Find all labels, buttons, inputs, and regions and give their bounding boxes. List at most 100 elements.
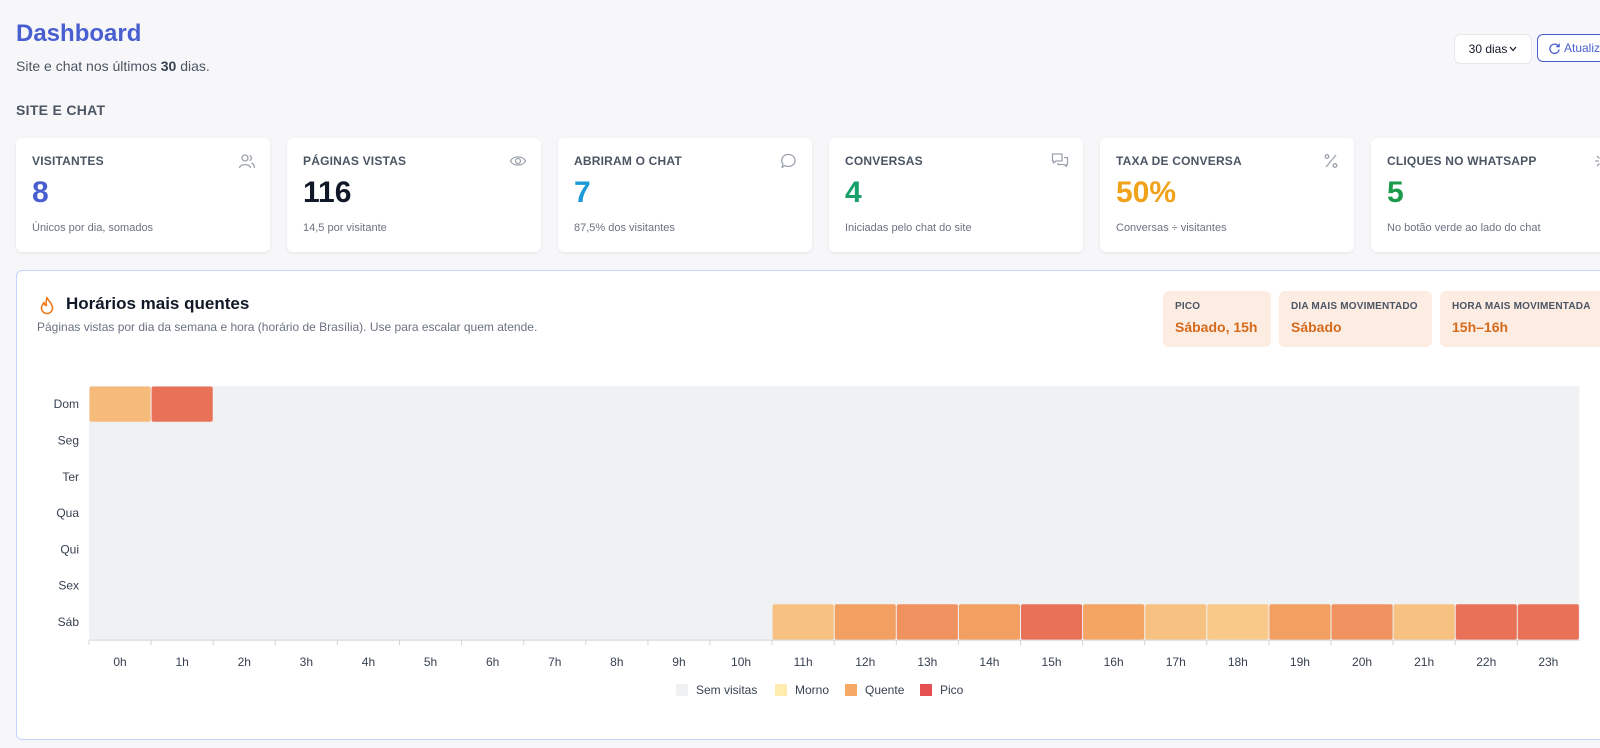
stat-label: DIA MAIS MOVIMENTADO bbox=[1291, 301, 1418, 312]
kpi-value: 4 bbox=[845, 176, 862, 209]
x-tick-label: 8h bbox=[610, 655, 623, 669]
kpi-note: Conversas ÷ visitantes bbox=[1116, 222, 1227, 234]
x-tick-label: 9h bbox=[672, 655, 685, 669]
heatmap-subtitle: Páginas vistas por dia da semana e hora … bbox=[37, 320, 538, 334]
kpi-row: VISITANTES 8 Únicos por dia, somados PÁG… bbox=[16, 138, 1600, 252]
legend-label: Sem visitas bbox=[696, 683, 757, 697]
stat-label: HORA MAIS MOVIMENTADA bbox=[1452, 301, 1591, 312]
heatmap-cell bbox=[1145, 604, 1207, 640]
x-tick-label: 2h bbox=[238, 655, 251, 669]
heatmap-background bbox=[89, 386, 1580, 641]
y-tick-label: Sáb bbox=[58, 615, 80, 629]
x-tick-label: 11h bbox=[794, 655, 813, 669]
refresh-label: Atualizar bbox=[1564, 41, 1600, 55]
y-tick-label: Dom bbox=[54, 397, 79, 411]
legend-swatch bbox=[920, 684, 932, 696]
heatmap-cell bbox=[1083, 604, 1145, 640]
x-tick-label: 15h bbox=[1042, 655, 1062, 669]
x-tick-label: 6h bbox=[486, 655, 499, 669]
heatmap-cell bbox=[958, 604, 1020, 640]
kpi-value: 116 bbox=[303, 176, 352, 209]
kpi-value: 5 bbox=[1387, 176, 1404, 209]
kpi-label: PÁGINAS VISTAS bbox=[303, 154, 407, 168]
x-tick-label: 3h bbox=[300, 655, 313, 669]
heatmap-cell bbox=[1021, 604, 1083, 640]
kpi-value: 7 bbox=[574, 176, 591, 209]
stat-value: Sábado, 15h bbox=[1175, 319, 1258, 335]
heatmap-cell bbox=[1517, 604, 1579, 640]
kpi-value: 8 bbox=[32, 176, 49, 209]
legend-label: Morno bbox=[795, 683, 829, 697]
heatmap-cell bbox=[89, 386, 151, 422]
legend-label: Pico bbox=[940, 683, 964, 697]
heatmap-cell bbox=[151, 386, 213, 422]
kpi-card-pageviews: PÁGINAS VISTAS 116 14,5 por visitante bbox=[287, 138, 541, 252]
chevron-down-icon bbox=[1509, 46, 1517, 52]
kpi-card-conversations: CONVERSAS 4 Iniciadas pelo chat do site bbox=[829, 138, 1083, 252]
x-tick-label: 18h bbox=[1228, 655, 1248, 669]
kpi-label: VISITANTES bbox=[32, 154, 104, 168]
x-tick-label: 7h bbox=[548, 655, 561, 669]
stat-label: PICO bbox=[1175, 301, 1201, 312]
heatmap-cell bbox=[772, 604, 834, 640]
page-subtitle: Site e chat nos últimos 30 dias. bbox=[16, 58, 210, 74]
heatmap-cell bbox=[1455, 604, 1517, 640]
conversations-icon bbox=[1051, 153, 1069, 168]
kpi-card-whatsapp-clicks: CLIQUES NO WHATSAPP 5 No botão verde ao … bbox=[1371, 138, 1600, 252]
kpi-card-chat-opened: ABRIRAM O CHAT 7 87,5% dos visitantes bbox=[558, 138, 812, 252]
kpi-card-visitors: VISITANTES 8 Únicos por dia, somados bbox=[16, 138, 270, 252]
heatmap-cell bbox=[1331, 604, 1393, 640]
page-title: Dashboard bbox=[16, 20, 142, 47]
x-tick-label: 16h bbox=[1104, 655, 1124, 669]
kpi-note: 14,5 por visitante bbox=[303, 222, 387, 234]
kpi-label: CLIQUES NO WHATSAPP bbox=[1387, 154, 1537, 168]
x-tick-label: 13h bbox=[917, 655, 937, 669]
x-tick-label: 12h bbox=[855, 655, 875, 669]
y-tick-label: Ter bbox=[62, 470, 79, 484]
fire-icon bbox=[40, 296, 54, 315]
legend-swatch bbox=[676, 684, 688, 696]
heatmap-title: Horários mais quentes bbox=[66, 294, 250, 313]
kpi-label: TAXA DE CONVERSA bbox=[1116, 154, 1242, 168]
stat-value: Sábado bbox=[1291, 319, 1342, 335]
x-tick-label: 22h bbox=[1476, 655, 1496, 669]
x-tick-label: 21h bbox=[1414, 655, 1434, 669]
refresh-button[interactable]: Atualizar bbox=[1537, 34, 1600, 62]
heatmap-cell bbox=[896, 604, 958, 640]
kpi-note: 87,5% dos visitantes bbox=[574, 222, 675, 234]
x-tick-label: 0h bbox=[113, 655, 126, 669]
legend-swatch bbox=[775, 684, 787, 696]
heatmap-cell bbox=[1207, 604, 1269, 640]
sparkle-icon bbox=[1595, 155, 1600, 167]
heatmap-cell bbox=[834, 604, 896, 640]
stat-value: 15h–16h bbox=[1452, 319, 1509, 335]
heatmap-cell bbox=[1393, 604, 1455, 640]
heatmap-cell bbox=[1269, 604, 1331, 640]
date-range-select[interactable]: 30 dias bbox=[1454, 34, 1532, 64]
x-tick-label: 20h bbox=[1352, 655, 1372, 669]
y-tick-label: Sex bbox=[58, 579, 79, 593]
stat-busiest-day: DIA MAIS MOVIMENTADO Sábado bbox=[1279, 291, 1432, 347]
x-tick-label: 19h bbox=[1290, 655, 1310, 669]
kpi-card-conversion-rate: TAXA DE CONVERSA 50% Conversas ÷ visitan… bbox=[1100, 138, 1354, 252]
y-tick-label: Qua bbox=[56, 506, 79, 520]
kpi-note: Iniciadas pelo chat do site bbox=[845, 222, 972, 234]
y-tick-label: Seg bbox=[58, 433, 79, 447]
subtitle-days: 30 bbox=[160, 58, 177, 74]
refresh-icon bbox=[1549, 42, 1560, 54]
legend-label: Quente bbox=[865, 683, 905, 697]
x-tick-label: 10h bbox=[731, 655, 751, 669]
kpi-value: 50% bbox=[1116, 176, 1177, 209]
eye-icon bbox=[509, 156, 527, 166]
users-icon bbox=[238, 154, 256, 169]
kpi-note: Únicos por dia, somados bbox=[32, 222, 154, 234]
kpi-note: No botão verde ao lado do chat bbox=[1387, 222, 1541, 234]
stat-busiest-hour: HORA MAIS MOVIMENTADA 15h–16h bbox=[1440, 291, 1600, 347]
x-tick-label: 14h bbox=[979, 655, 999, 669]
date-range-value: 30 dias bbox=[1468, 42, 1508, 56]
section-label: SITE E CHAT bbox=[16, 102, 106, 118]
x-tick-label: 4h bbox=[362, 655, 375, 669]
chat-bubble-icon bbox=[781, 153, 796, 169]
stat-peak: PICO Sábado, 15h bbox=[1163, 291, 1271, 347]
